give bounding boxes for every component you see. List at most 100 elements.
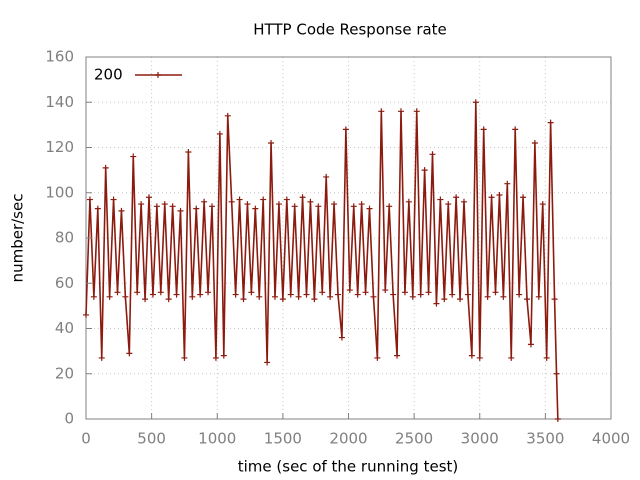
point-marker xyxy=(303,291,310,298)
x-tick-label: 3500 xyxy=(526,430,564,448)
point-marker xyxy=(524,296,530,303)
point-marker xyxy=(197,291,204,298)
chart-title: HTTP Code Response rate xyxy=(253,21,447,39)
point-marker xyxy=(409,293,416,300)
point-marker xyxy=(201,198,208,205)
point-marker xyxy=(94,205,101,212)
point-marker xyxy=(130,153,137,160)
point-marker xyxy=(488,194,495,201)
point-marker xyxy=(433,300,440,307)
point-marker xyxy=(228,198,235,205)
point-marker xyxy=(480,126,487,133)
y-tick-label: 120 xyxy=(45,138,74,156)
point-marker xyxy=(212,354,219,361)
point-marker xyxy=(142,296,149,303)
point-marker xyxy=(153,203,160,210)
y-tick-label: 100 xyxy=(45,183,74,201)
x-tick-label: 4000 xyxy=(592,430,630,448)
point-marker xyxy=(90,293,97,300)
point-marker xyxy=(421,167,428,174)
point-marker xyxy=(146,194,152,201)
point-marker xyxy=(169,203,176,210)
x-tick-label: 0 xyxy=(81,430,91,448)
point-marker xyxy=(173,291,180,298)
point-marker xyxy=(370,293,377,300)
series-line xyxy=(85,101,559,420)
point-marker xyxy=(236,196,243,203)
point-marker xyxy=(401,289,408,296)
point-marker xyxy=(445,201,452,208)
point-marker xyxy=(547,119,554,126)
point-marker xyxy=(138,201,145,208)
point-marker xyxy=(512,126,519,133)
point-marker xyxy=(256,293,263,300)
point-marker xyxy=(464,291,471,298)
point-marker xyxy=(224,112,231,119)
point-marker xyxy=(417,291,424,298)
point-marker xyxy=(177,207,184,214)
point-marker xyxy=(441,296,448,303)
point-marker xyxy=(291,203,298,210)
point-marker xyxy=(134,289,141,296)
point-marker xyxy=(374,354,381,361)
point-marker xyxy=(122,293,129,300)
point-marker xyxy=(98,354,105,361)
point-marker xyxy=(350,203,357,210)
point-marker xyxy=(86,196,93,203)
point-marker xyxy=(193,205,200,212)
x-tick-label: 1500 xyxy=(264,430,302,448)
y-tick-label: 140 xyxy=(45,93,74,111)
x-tick-label: 2500 xyxy=(395,430,433,448)
point-marker xyxy=(268,139,275,146)
point-marker xyxy=(476,354,483,361)
point-marker xyxy=(161,201,168,208)
point-marker xyxy=(311,296,318,303)
point-marker xyxy=(209,203,215,210)
y-tick-label: 0 xyxy=(64,410,74,428)
point-marker xyxy=(295,293,302,300)
point-marker xyxy=(181,354,188,361)
point-marker xyxy=(366,205,373,212)
point-marker xyxy=(283,196,290,203)
point-marker xyxy=(216,130,223,137)
point-marker xyxy=(500,293,507,300)
point-marker xyxy=(83,311,89,318)
x-tick-label: 500 xyxy=(137,430,166,448)
point-marker xyxy=(327,293,334,300)
point-marker xyxy=(531,139,538,146)
point-marker xyxy=(390,291,397,298)
point-marker xyxy=(126,350,133,357)
point-marker xyxy=(405,198,412,205)
y-tick-label: 160 xyxy=(45,48,74,66)
point-marker xyxy=(539,201,546,208)
point-marker xyxy=(382,287,389,294)
y-tick-label: 20 xyxy=(55,364,74,382)
point-marker xyxy=(157,289,164,296)
point-marker xyxy=(331,201,338,208)
point-marker xyxy=(118,207,125,214)
x-axis-label: time (sec of the running test) xyxy=(238,458,459,476)
point-marker xyxy=(472,99,479,106)
point-marker xyxy=(260,196,267,203)
point-marker xyxy=(307,198,314,205)
point-marker xyxy=(189,293,196,300)
y-axis-label: number/sec xyxy=(9,194,27,283)
point-marker xyxy=(492,289,499,296)
point-marker xyxy=(457,296,464,303)
point-marker xyxy=(279,296,286,303)
point-marker xyxy=(149,291,156,298)
point-marker xyxy=(527,341,534,348)
y-tick-label: 80 xyxy=(55,229,74,247)
point-marker xyxy=(264,359,271,366)
point-marker xyxy=(484,293,491,300)
point-marker xyxy=(553,370,560,377)
point-marker xyxy=(543,354,550,361)
y-tick-label: 60 xyxy=(55,274,74,292)
point-marker xyxy=(110,196,117,203)
x-tick-label: 1000 xyxy=(198,430,236,448)
point-marker xyxy=(394,352,401,359)
x-tick-label: 2000 xyxy=(329,430,367,448)
point-marker xyxy=(275,201,282,208)
point-marker xyxy=(358,201,365,208)
